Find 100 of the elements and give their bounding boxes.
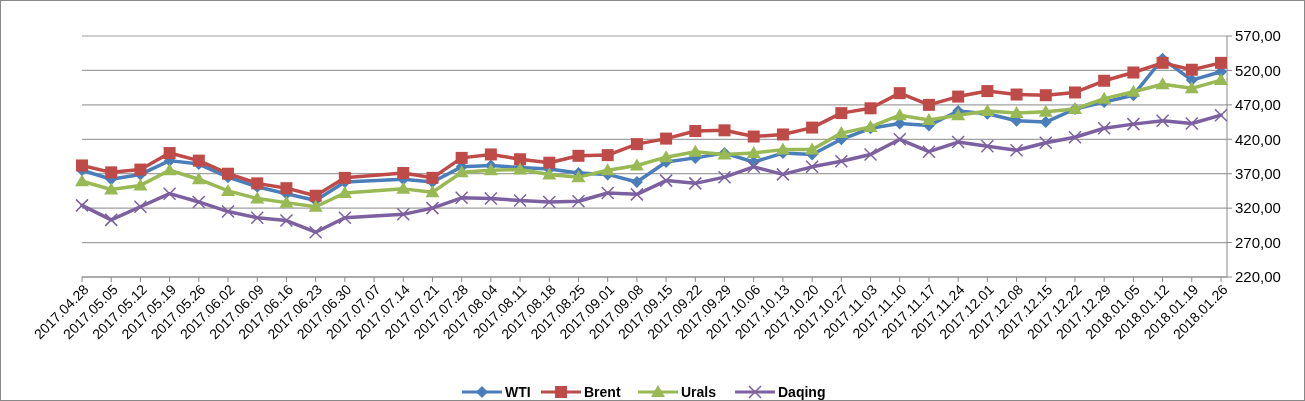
- point: [689, 125, 702, 138]
- point: [835, 107, 848, 120]
- point: [162, 163, 177, 176]
- point: [834, 154, 849, 169]
- point: [221, 204, 235, 219]
- point: [951, 135, 965, 149]
- point: [1039, 89, 1052, 102]
- point: [688, 144, 703, 157]
- point: [397, 167, 410, 180]
- y-tick-label: 570,00: [1235, 27, 1281, 45]
- point: [455, 151, 468, 164]
- point: [76, 159, 88, 172]
- point: [659, 173, 673, 188]
- point: [776, 167, 790, 182]
- point: [775, 142, 790, 155]
- point: [980, 139, 995, 153]
- point: [718, 124, 731, 137]
- point: [425, 201, 440, 215]
- point: [1185, 63, 1198, 76]
- point: [484, 191, 498, 206]
- point: [308, 199, 323, 212]
- point: [75, 198, 89, 213]
- point: [250, 191, 265, 204]
- point: [630, 175, 643, 188]
- point: [660, 132, 673, 145]
- point: [572, 149, 585, 162]
- point: [746, 160, 761, 174]
- point: [921, 113, 936, 126]
- point: [454, 165, 469, 178]
- point: [454, 191, 469, 205]
- y-tick-label: 320,00: [1235, 199, 1281, 217]
- point: [1127, 66, 1140, 79]
- point: [1214, 108, 1228, 122]
- point: [1184, 81, 1199, 94]
- point: [892, 108, 907, 121]
- point: [542, 167, 557, 180]
- point: [601, 149, 614, 162]
- point: [630, 138, 643, 151]
- point: [1009, 143, 1024, 158]
- point: [308, 225, 323, 239]
- y-tick-label: 520,00: [1235, 61, 1281, 79]
- point: [309, 189, 322, 202]
- point: [543, 156, 556, 169]
- point: [1185, 116, 1199, 131]
- point: [221, 183, 236, 196]
- point: [133, 200, 148, 214]
- point: [425, 185, 440, 198]
- point: [1126, 84, 1141, 97]
- point: [75, 174, 89, 187]
- legend-label: Brent: [584, 383, 621, 400]
- point: [892, 132, 907, 147]
- point: [805, 142, 820, 155]
- point: [191, 172, 206, 185]
- point: [1097, 121, 1111, 136]
- point: [250, 211, 264, 225]
- point: [104, 182, 119, 195]
- point: [337, 185, 352, 198]
- point: [1098, 74, 1111, 87]
- point: [105, 166, 118, 179]
- point: [805, 160, 819, 174]
- point: [1039, 135, 1053, 150]
- point: [279, 213, 294, 228]
- point: [338, 171, 351, 184]
- point: [338, 211, 352, 225]
- point: [893, 87, 906, 100]
- point: [1068, 86, 1081, 99]
- point: [1010, 88, 1023, 101]
- point: [864, 102, 877, 115]
- point: [134, 163, 147, 176]
- point: [922, 98, 935, 111]
- point: [688, 176, 703, 191]
- point: [192, 195, 206, 209]
- point: [629, 158, 644, 171]
- point: [542, 195, 557, 209]
- point: [806, 121, 819, 134]
- y-tick-label: 420,00: [1235, 130, 1281, 148]
- point: [162, 186, 177, 201]
- y-tick-label: 470,00: [1235, 96, 1281, 114]
- legend-label: Urals: [681, 383, 717, 400]
- point: [1068, 130, 1082, 144]
- point: [659, 150, 674, 163]
- point: [514, 153, 527, 166]
- point: [133, 178, 148, 191]
- point: [747, 130, 760, 143]
- point: [192, 154, 205, 167]
- point: [1155, 77, 1170, 90]
- point: [1097, 91, 1112, 104]
- point: [863, 147, 878, 162]
- point: [222, 167, 235, 180]
- point: [1214, 73, 1228, 86]
- point: [630, 187, 644, 202]
- point: [1038, 104, 1053, 117]
- legend-label: Daqing: [778, 383, 826, 400]
- point: [104, 213, 118, 227]
- point: [483, 163, 498, 176]
- point: [484, 148, 497, 161]
- point: [1126, 117, 1141, 131]
- point: [600, 163, 615, 176]
- y-tick-label: 270,00: [1235, 233, 1281, 251]
- point: [426, 171, 439, 184]
